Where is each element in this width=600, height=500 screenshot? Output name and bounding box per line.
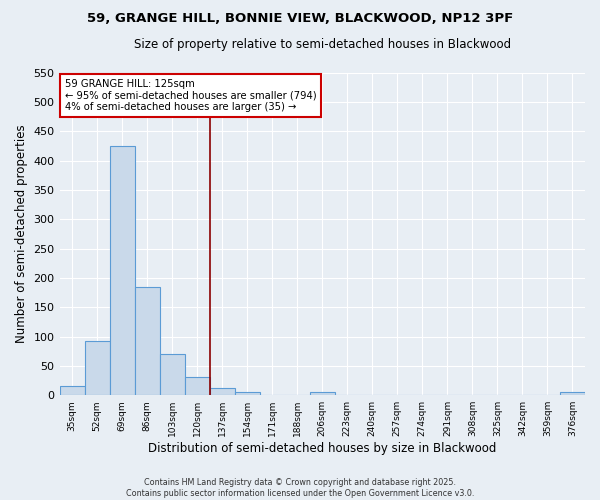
Bar — [160, 354, 185, 395]
Bar — [235, 392, 260, 395]
X-axis label: Distribution of semi-detached houses by size in Blackwood: Distribution of semi-detached houses by … — [148, 442, 496, 455]
Bar — [560, 392, 585, 395]
Bar — [310, 392, 335, 395]
Text: 59, GRANGE HILL, BONNIE VIEW, BLACKWOOD, NP12 3PF: 59, GRANGE HILL, BONNIE VIEW, BLACKWOOD,… — [87, 12, 513, 26]
Bar — [209, 388, 235, 395]
Bar — [110, 146, 134, 395]
Bar — [185, 377, 209, 395]
Title: Size of property relative to semi-detached houses in Blackwood: Size of property relative to semi-detach… — [134, 38, 511, 51]
Y-axis label: Number of semi-detached properties: Number of semi-detached properties — [15, 124, 28, 343]
Text: Contains HM Land Registry data © Crown copyright and database right 2025.
Contai: Contains HM Land Registry data © Crown c… — [126, 478, 474, 498]
Bar — [134, 287, 160, 395]
Bar — [85, 340, 110, 395]
Bar — [59, 386, 85, 395]
Text: 59 GRANGE HILL: 125sqm
← 95% of semi-detached houses are smaller (794)
4% of sem: 59 GRANGE HILL: 125sqm ← 95% of semi-det… — [65, 79, 316, 112]
